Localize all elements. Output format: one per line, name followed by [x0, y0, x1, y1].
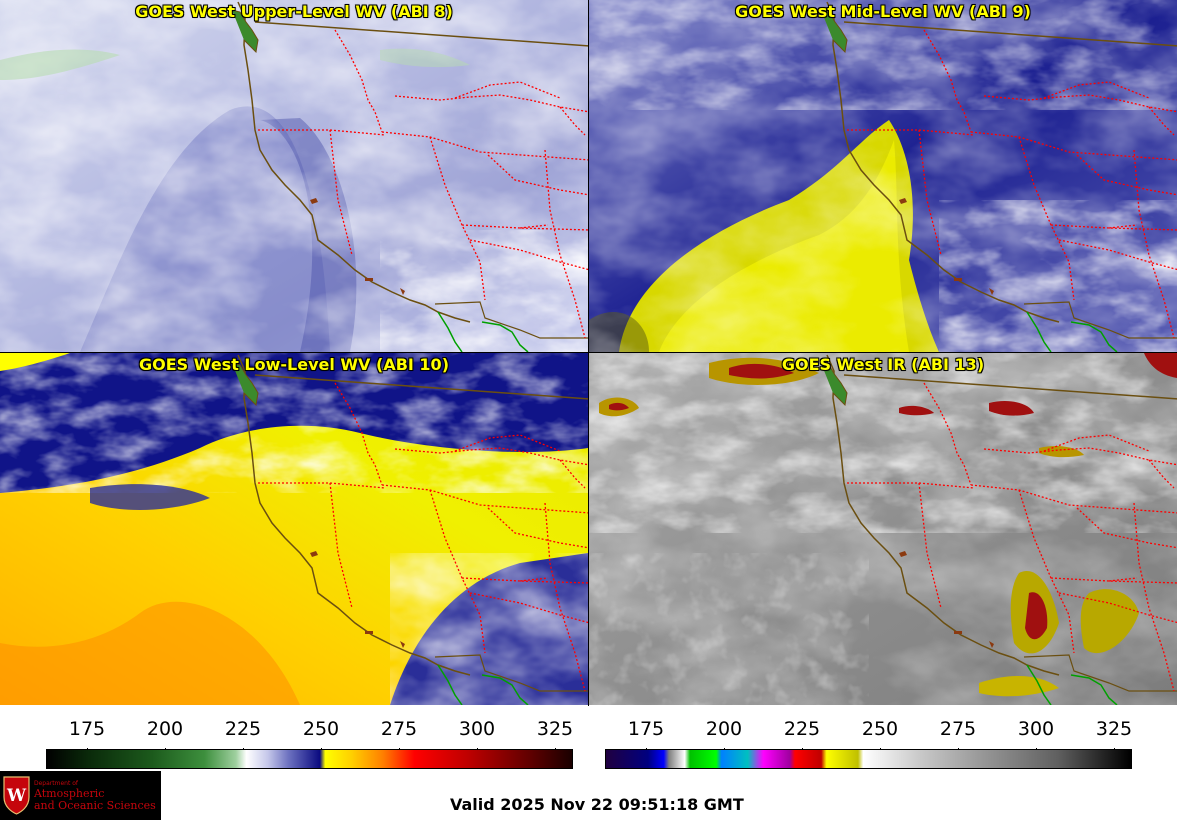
panel-title: GOES West Upper-Level WV (ABI 8) — [135, 2, 453, 21]
wv-tick-label: 200 — [146, 718, 184, 740]
mid-level-wv-panel: GOES West Mid-Level WV (ABI 9) — [589, 0, 1177, 352]
low-level-wv-panel: GOES West Low-Level WV (ABI 10) — [0, 353, 588, 705]
panel-title: GOES West Mid-Level WV (ABI 9) — [735, 2, 1031, 21]
wv-tick-label: 175 — [68, 718, 106, 740]
logo-line-2: Atmospheric — [34, 787, 105, 800]
panel-title: GOES West IR (ABI 13) — [781, 355, 985, 374]
panel-title: GOES West Low-Level WV (ABI 10) — [138, 355, 449, 374]
ir-image — [589, 353, 1177, 705]
ir-colorbar — [605, 749, 1132, 769]
ir-tick-label: 175 — [627, 718, 665, 740]
footer-area: 175 200 225 250 275 300 325 175 200 225 … — [0, 706, 1177, 820]
logo-line-3: and Oceanic Sciences — [34, 799, 156, 812]
wv-tick-label: 225 — [224, 718, 262, 740]
wv-tick-label: 250 — [302, 718, 340, 740]
upper-level-wv-panel: GOES West Upper-Level WV (ABI 8) — [0, 0, 588, 352]
ir-tick-label: 300 — [1017, 718, 1055, 740]
ir-tick-label: 200 — [705, 718, 743, 740]
ir-tick-label: 325 — [1095, 718, 1133, 740]
uw-crest-icon: W — [3, 776, 30, 815]
wv-colorbar — [46, 749, 573, 769]
wv-tick-label: 300 — [458, 718, 496, 740]
crest-letter: W — [6, 786, 27, 806]
ir-panel: GOES West IR (ABI 13) — [589, 353, 1177, 705]
aos-logo[interactable]: W Department of Atmospheric and Oceanic … — [0, 771, 161, 820]
panel-divider-vertical — [588, 0, 589, 706]
low-level-wv-image — [0, 353, 588, 705]
ir-tick-label: 275 — [939, 718, 977, 740]
logo-line-1: Department of — [34, 780, 78, 787]
wv-tick-label: 275 — [380, 718, 418, 740]
mid-level-wv-image — [589, 0, 1177, 352]
ir-tick-label: 250 — [861, 718, 899, 740]
wv-tick-label: 325 — [536, 718, 574, 740]
valid-time: Valid 2025 Nov 22 09:51:18 GMT — [450, 795, 744, 814]
upper-level-wv-image — [0, 0, 588, 352]
ir-tick-label: 225 — [783, 718, 821, 740]
panel-divider-horizontal — [0, 352, 1177, 353]
